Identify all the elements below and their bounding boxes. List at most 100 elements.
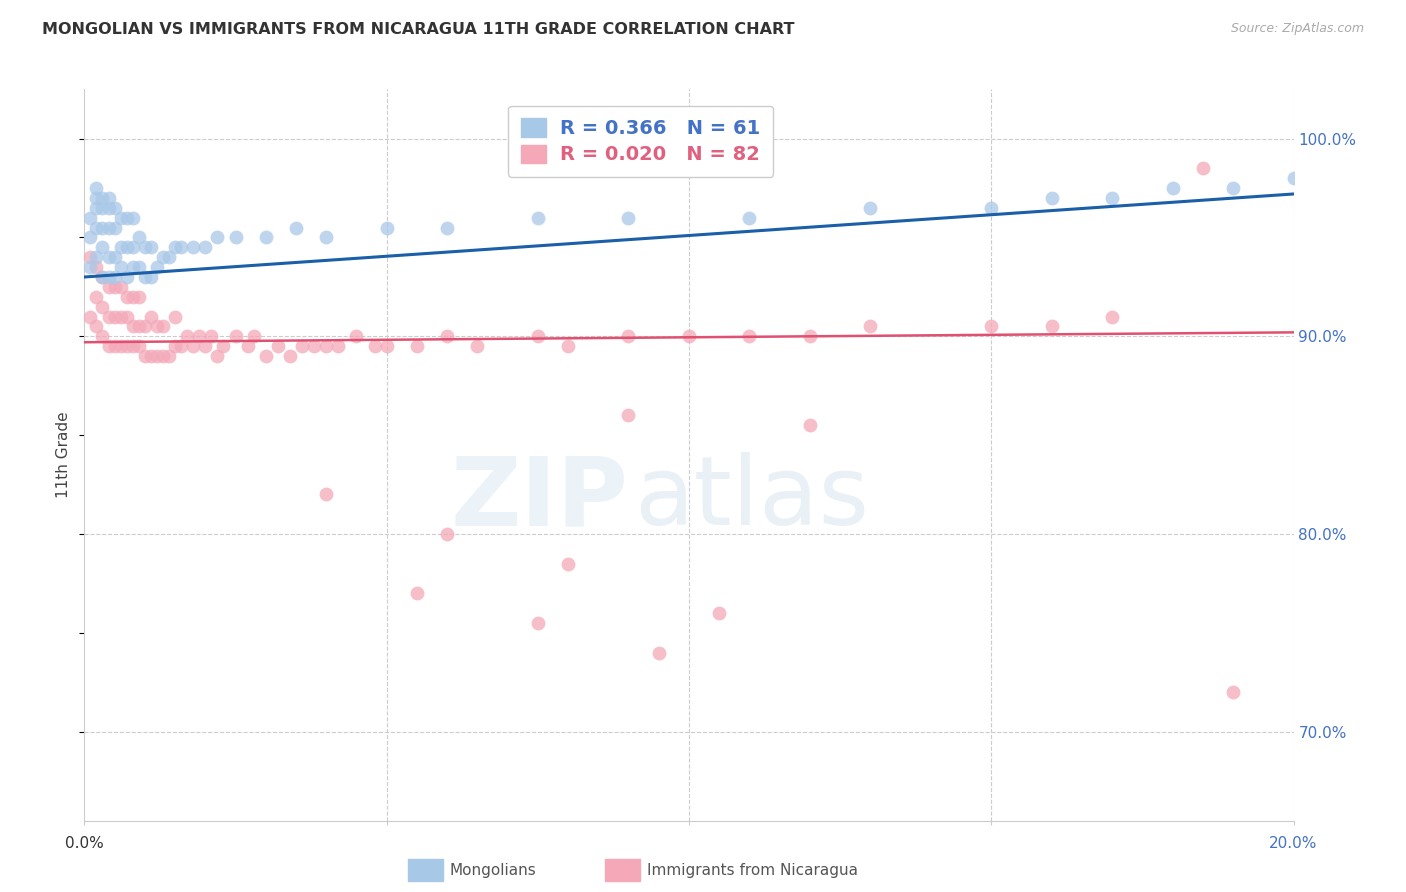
Point bbox=[104, 339, 127, 353]
Point bbox=[165, 339, 187, 353]
Point bbox=[79, 260, 101, 274]
Point bbox=[1101, 310, 1123, 324]
Point bbox=[91, 191, 114, 205]
Point bbox=[110, 310, 132, 324]
Point bbox=[236, 339, 259, 353]
Point bbox=[200, 329, 222, 343]
Point bbox=[146, 260, 169, 274]
Point bbox=[97, 270, 120, 285]
Point bbox=[254, 349, 277, 363]
Point bbox=[121, 319, 143, 334]
Point bbox=[346, 329, 368, 343]
Point bbox=[328, 339, 350, 353]
Point bbox=[86, 260, 108, 274]
Text: Mongolians: Mongolians bbox=[450, 863, 537, 878]
Point bbox=[86, 220, 108, 235]
Point bbox=[115, 211, 138, 225]
Legend: R = 0.366   N = 61, R = 0.020   N = 82: R = 0.366 N = 61, R = 0.020 N = 82 bbox=[508, 105, 773, 177]
Point bbox=[738, 211, 761, 225]
Point bbox=[709, 606, 731, 620]
Point bbox=[267, 339, 290, 353]
Point bbox=[121, 240, 143, 254]
Point bbox=[467, 339, 489, 353]
Point bbox=[170, 339, 193, 353]
Point bbox=[859, 201, 882, 215]
Point bbox=[91, 240, 114, 254]
Point bbox=[617, 409, 640, 423]
Point bbox=[980, 201, 1002, 215]
Point bbox=[110, 240, 132, 254]
Point bbox=[406, 586, 429, 600]
Point bbox=[97, 201, 120, 215]
Point bbox=[557, 339, 579, 353]
Point bbox=[121, 290, 143, 304]
Point bbox=[254, 230, 277, 244]
Text: MONGOLIAN VS IMMIGRANTS FROM NICARAGUA 11TH GRADE CORRELATION CHART: MONGOLIAN VS IMMIGRANTS FROM NICARAGUA 1… bbox=[42, 22, 794, 37]
Point bbox=[79, 310, 101, 324]
Point bbox=[799, 418, 821, 433]
Point bbox=[97, 250, 120, 264]
Point bbox=[557, 557, 579, 571]
Point bbox=[104, 250, 127, 264]
Point bbox=[242, 329, 264, 343]
Point bbox=[115, 270, 138, 285]
Point bbox=[375, 339, 398, 353]
Point bbox=[104, 280, 127, 294]
Point bbox=[91, 270, 114, 285]
Point bbox=[738, 329, 761, 343]
Point bbox=[1282, 171, 1305, 186]
Point bbox=[188, 329, 211, 343]
Point bbox=[1101, 191, 1123, 205]
Point bbox=[225, 230, 247, 244]
Point bbox=[86, 191, 108, 205]
Point bbox=[1222, 181, 1244, 195]
Point bbox=[146, 319, 169, 334]
Point bbox=[91, 270, 114, 285]
Point bbox=[104, 220, 127, 235]
Point bbox=[79, 250, 101, 264]
Point bbox=[617, 329, 640, 343]
Point bbox=[91, 201, 114, 215]
Point bbox=[104, 310, 127, 324]
Point bbox=[648, 646, 671, 660]
Point bbox=[285, 220, 308, 235]
Point bbox=[86, 319, 108, 334]
Point bbox=[1040, 191, 1063, 205]
Point bbox=[104, 270, 127, 285]
Point bbox=[181, 339, 204, 353]
Point bbox=[436, 527, 458, 541]
Y-axis label: 11th Grade: 11th Grade bbox=[56, 411, 72, 499]
Point bbox=[678, 329, 700, 343]
Point bbox=[128, 339, 150, 353]
Point bbox=[128, 290, 150, 304]
Point bbox=[86, 250, 108, 264]
Point bbox=[79, 230, 101, 244]
Point bbox=[110, 280, 132, 294]
Point bbox=[291, 339, 314, 353]
Point bbox=[110, 339, 132, 353]
Point bbox=[97, 191, 120, 205]
Point bbox=[527, 211, 550, 225]
Point bbox=[278, 349, 301, 363]
Point bbox=[121, 211, 143, 225]
Point bbox=[128, 319, 150, 334]
Point bbox=[152, 319, 174, 334]
Point bbox=[1161, 181, 1184, 195]
Point bbox=[134, 349, 156, 363]
Text: Source: ZipAtlas.com: Source: ZipAtlas.com bbox=[1230, 22, 1364, 36]
Point bbox=[1192, 161, 1215, 176]
Point bbox=[110, 260, 132, 274]
Point bbox=[79, 211, 101, 225]
Point bbox=[980, 319, 1002, 334]
Point bbox=[436, 329, 458, 343]
Point bbox=[176, 329, 198, 343]
Text: 0.0%: 0.0% bbox=[65, 837, 104, 852]
Point bbox=[363, 339, 385, 353]
Point bbox=[97, 280, 120, 294]
Point bbox=[134, 319, 156, 334]
Point bbox=[165, 240, 187, 254]
Point bbox=[146, 349, 169, 363]
Text: ZIP: ZIP bbox=[450, 452, 628, 545]
Point bbox=[91, 329, 114, 343]
Point bbox=[152, 349, 174, 363]
